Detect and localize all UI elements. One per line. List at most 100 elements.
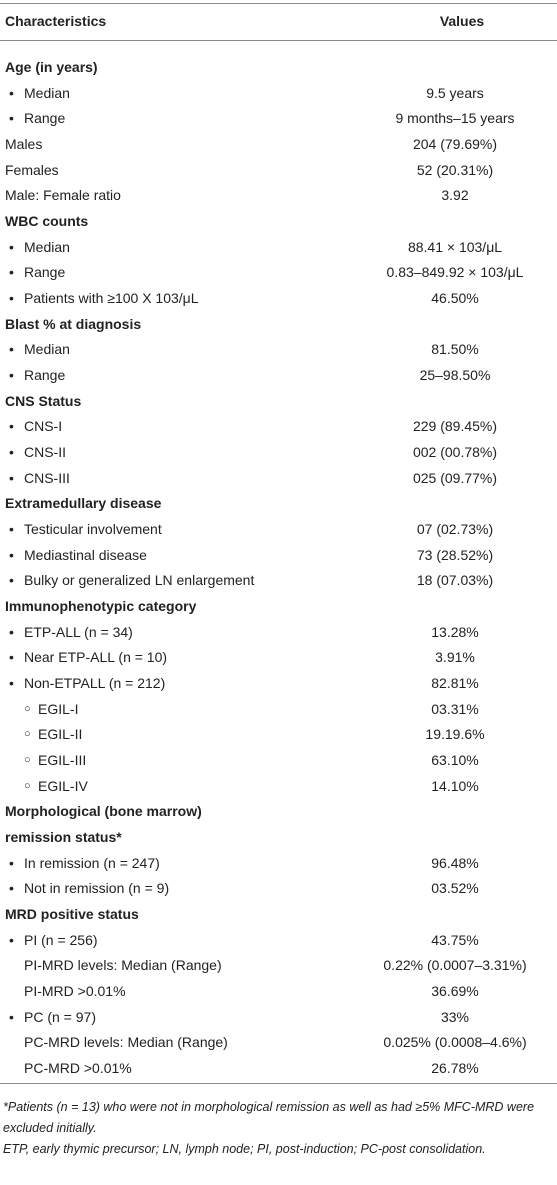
bullet: •: [9, 572, 14, 589]
bullet: •: [9, 623, 14, 640]
row-value: 229 (89.45%): [412, 418, 498, 435]
bullet: •: [9, 675, 14, 692]
bullet: •: [9, 1008, 14, 1025]
bullet: ○: [24, 728, 31, 741]
section-heading: CNS Status: [5, 392, 82, 409]
row-value: 9.5 years: [426, 84, 484, 101]
footnote: *Patients (n = 13) who were not in morph…: [3, 1100, 535, 1135]
bullet: •: [9, 444, 14, 461]
row-label: EGIL-IV: [38, 777, 88, 794]
row-label: Males: [5, 136, 43, 152]
row-label: PI (n = 256): [24, 931, 98, 948]
row-label: PC-MRD >0.01%: [24, 1060, 132, 1077]
row-label: Median: [24, 84, 70, 101]
row-value: 025 (09.77%): [412, 469, 498, 486]
row-value: 9 months–15 years: [395, 110, 515, 127]
row-label: CNS-III: [24, 469, 70, 486]
row-label: EGIL-II: [38, 726, 83, 743]
bullet: ○: [24, 702, 31, 715]
bottom-rule: [0, 1083, 557, 1084]
bullet: ○: [24, 779, 31, 792]
section-heading: MRD positive status: [5, 906, 139, 923]
row-label: In remission (n = 247): [24, 854, 160, 871]
header-cell: Characteristics: [5, 13, 107, 29]
row-label: Patients with ≥100 X 103/μL: [24, 290, 199, 307]
row-value: 19.19.6%: [425, 726, 485, 743]
header-rule: [0, 40, 557, 41]
row-value: 46.50%: [431, 290, 479, 307]
row-value: 52 (20.31%): [416, 161, 494, 178]
header-cell: Values: [439, 13, 485, 29]
section-heading: Blast % at diagnosis: [5, 315, 142, 332]
row-label: Bulky or generalized LN enlargement: [24, 572, 255, 589]
section-heading: Morphological (bone marrow): [5, 803, 202, 820]
bullet: •: [9, 880, 14, 897]
row-value: 03.31%: [431, 700, 479, 717]
row-value: 96.48%: [431, 854, 479, 871]
row-label: PI-MRD levels: Median (Range): [24, 957, 222, 974]
bullet: •: [9, 649, 14, 666]
row-value: 26.78%: [431, 1060, 479, 1077]
row-label: Median: [24, 238, 70, 255]
row-label: PC-MRD levels: Median (Range): [24, 1034, 228, 1051]
bullet: •: [9, 546, 14, 563]
row-label: Not in remission (n = 9): [24, 880, 170, 897]
row-label: EGIL-III: [38, 752, 87, 769]
bullet: •: [9, 341, 14, 358]
row-value: 43.75%: [431, 931, 479, 948]
bullet: •: [9, 469, 14, 486]
row-value: 3.92: [441, 187, 469, 204]
row-value: 63.10%: [431, 752, 479, 769]
row-value: 33%: [440, 1008, 470, 1025]
row-label: Median: [24, 341, 70, 358]
row-value: 18 (07.03%): [416, 572, 494, 589]
row-value: 07 (02.73%): [416, 521, 494, 538]
bullet: •: [9, 84, 14, 101]
row-label: Near ETP-ALL (n = 10): [24, 649, 168, 666]
row-value: 81.50%: [431, 341, 479, 358]
row-label: EGIL-I: [38, 700, 79, 717]
row-label: Range: [24, 110, 66, 127]
row-label: CNS-II: [24, 444, 66, 461]
row-label: Testicular involvement: [24, 521, 162, 538]
row-label: Non-ETPALL (n = 212): [24, 675, 166, 692]
row-value: 13.28%: [431, 623, 479, 640]
row-value: 82.81%: [431, 675, 479, 692]
bullet: •: [9, 418, 14, 435]
row-value: 3.91%: [435, 649, 475, 666]
row-value: 36.69%: [431, 983, 479, 1000]
row-label: PC (n = 97): [24, 1008, 96, 1025]
footnote: ETP, early thymic precursor; LN, lymph n…: [3, 1142, 486, 1156]
row-value: 14.10%: [431, 777, 479, 794]
section-heading: remission status*: [5, 829, 122, 846]
row-value: 0.83–849.92 × 103/μL: [386, 264, 524, 281]
row-label: PI-MRD >0.01%: [24, 983, 126, 1000]
section-heading: Immunophenotypic category: [5, 598, 197, 615]
section-heading: Extramedullary disease: [5, 495, 162, 512]
top-rule: [0, 3, 557, 4]
row-value: 88.41 × 103/μL: [407, 238, 503, 255]
row-value: 03.52%: [431, 880, 479, 897]
section-heading: Age (in years): [5, 59, 98, 75]
bullet: ○: [24, 754, 31, 767]
row-value: 25–98.50%: [419, 367, 491, 384]
row-label: Male: Female ratio: [5, 187, 121, 204]
row-value: 73 (28.52%): [416, 546, 494, 563]
section-heading: WBC counts: [5, 213, 89, 230]
row-label: Range: [24, 264, 66, 281]
bullet: •: [9, 264, 14, 281]
bullet: •: [9, 290, 14, 307]
row-label: Females: [5, 161, 59, 178]
row-label: CNS-I: [24, 418, 63, 435]
row-label: Mediastinal disease: [24, 546, 147, 563]
row-label: ETP-ALL (n = 34): [24, 623, 133, 640]
bullet: •: [9, 931, 14, 948]
row-label: Range: [24, 367, 66, 384]
row-value: 002 (00.78%): [412, 444, 498, 461]
row-value: 0.025% (0.0008–4.6%): [383, 1034, 527, 1051]
bullet: •: [9, 854, 14, 871]
row-value: 204 (79.69%): [412, 136, 498, 152]
bullet: •: [9, 110, 14, 127]
bullet: •: [9, 238, 14, 255]
